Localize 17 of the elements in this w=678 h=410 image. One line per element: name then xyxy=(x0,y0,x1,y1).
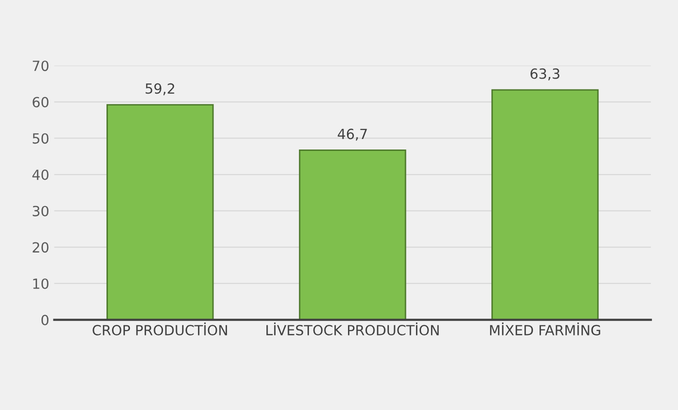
y-tick-label: 40 xyxy=(32,170,48,180)
data-label: 59,2 xyxy=(146,83,174,96)
bar xyxy=(491,89,599,320)
y-tick-label: 30 xyxy=(32,206,48,216)
y-tick-label: 50 xyxy=(32,133,48,144)
y-tick-label: 0 xyxy=(41,314,48,326)
y-tick-label: 70 xyxy=(32,60,48,72)
bar xyxy=(106,104,214,320)
bar xyxy=(298,150,406,320)
x-tick-label: MİXED FARMİNG xyxy=(490,322,600,336)
data-label: 63,3 xyxy=(530,68,560,80)
x-tick-label: LİVESTOCK PRODUCTİON xyxy=(266,322,439,336)
data-label: 46,7 xyxy=(338,128,367,141)
x-tick-label: CROP PRODUCTİON xyxy=(92,322,227,336)
y-tick-label: 10 xyxy=(33,278,48,289)
y-tick-label: 20 xyxy=(32,242,48,253)
y-tick-label: 60 xyxy=(32,96,48,108)
